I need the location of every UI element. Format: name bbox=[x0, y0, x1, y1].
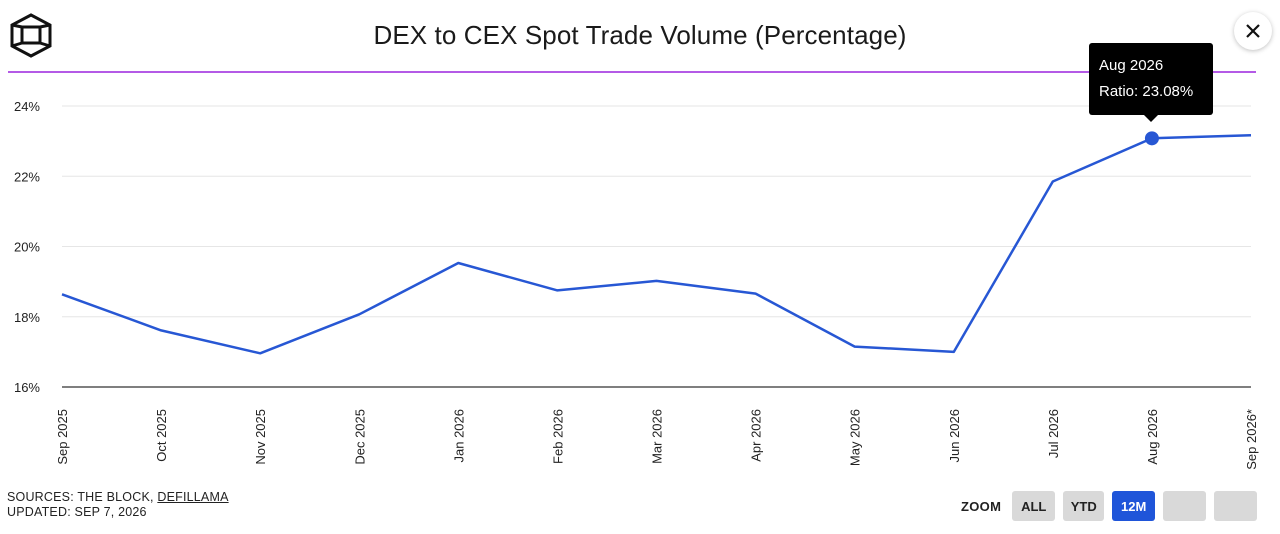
zoom-ytd-button[interactable]: YTD bbox=[1063, 491, 1105, 521]
y-tick-label: 22% bbox=[14, 169, 40, 184]
zoom-label: ZOOM bbox=[961, 498, 1002, 514]
zoom-option-button-5[interactable] bbox=[1214, 491, 1258, 521]
grid-lines bbox=[62, 105, 1251, 388]
y-tick-label: 18% bbox=[14, 310, 40, 325]
x-tick-label: Feb 2026 bbox=[550, 409, 565, 464]
tooltip-arrow bbox=[1143, 114, 1159, 122]
x-tick-label: Sep 2025 bbox=[55, 409, 70, 465]
zoom-12m-button[interactable]: 12M bbox=[1112, 491, 1156, 521]
sources-footer: SOURCES: THE BLOCK, DEFILLAMA UPDATED: S… bbox=[7, 490, 229, 520]
defillama-link[interactable]: DEFILLAMA bbox=[157, 490, 229, 504]
series-line-ratio bbox=[61, 133, 1252, 355]
zoom-option-button-4[interactable] bbox=[1163, 491, 1207, 521]
x-tick-label: Dec 2025 bbox=[352, 409, 367, 465]
x-tick-label: Jul 2026 bbox=[1046, 409, 1061, 458]
close-button[interactable] bbox=[1234, 12, 1272, 50]
y-tick-label: 20% bbox=[14, 240, 40, 255]
x-tick-label: Aug 2026 bbox=[1145, 409, 1160, 465]
x-tick-label: May 2026 bbox=[848, 409, 863, 466]
x-tick-label: Nov 2025 bbox=[253, 409, 268, 465]
tooltip: Aug 2026 Ratio: 23.08% bbox=[1089, 43, 1213, 115]
updated-label: UPDATED: SEP 7, 2026 bbox=[7, 505, 147, 519]
zoom-controls: ZOOM ALL YTD 12M bbox=[961, 491, 1258, 521]
the-block-logo-icon bbox=[10, 13, 52, 58]
line-chart: 16% 18% 20% 22% 24% Sep 2025 Oct 2025 Nov 2025… bbox=[14, 99, 1259, 470]
zoom-all-button[interactable]: ALL bbox=[1012, 491, 1056, 521]
close-icon bbox=[1246, 24, 1260, 38]
x-tick-label: Apr 2026 bbox=[749, 409, 764, 462]
x-tick-label: Mar 2026 bbox=[650, 409, 665, 464]
y-axis-ticks: 16% 18% 20% 22% 24% bbox=[14, 99, 40, 395]
tooltip-date: Aug 2026 bbox=[1099, 57, 1164, 74]
y-tick-label: 16% bbox=[14, 380, 40, 395]
title-divider bbox=[8, 71, 1256, 73]
y-tick-label: 24% bbox=[14, 99, 40, 114]
tooltip-value: Ratio: 23.08% bbox=[1099, 83, 1194, 100]
hover-data-point[interactable] bbox=[1144, 131, 1159, 146]
x-tick-label: Jun 2026 bbox=[947, 409, 962, 463]
sources-label: SOURCES: THE BLOCK, bbox=[7, 490, 158, 504]
x-tick-label: Sep 2026* bbox=[1244, 409, 1259, 470]
x-tick-label: Oct 2025 bbox=[154, 409, 169, 462]
x-tick-label: Jan 2026 bbox=[451, 409, 466, 463]
chart-title: DEX to CEX Spot Trade Volume (Percentage… bbox=[373, 20, 907, 50]
x-axis-ticks: Sep 2025 Oct 2025 Nov 2025 Dec 2025 Jan 2026… bbox=[55, 409, 1259, 470]
